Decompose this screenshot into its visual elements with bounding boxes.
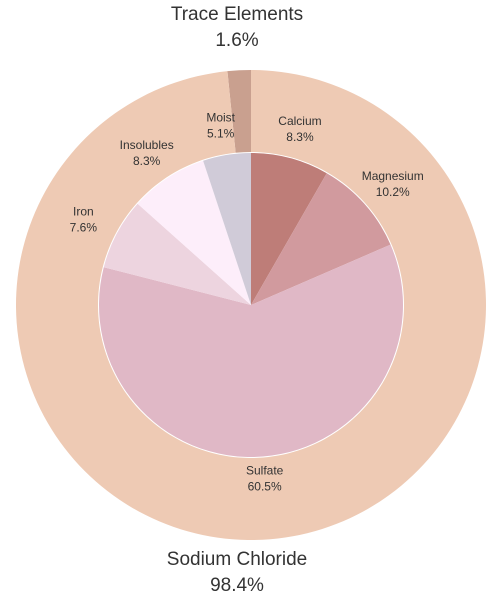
inner-slice-sulfate	[99, 244, 404, 457]
inner-label-name-moist: Moist	[206, 110, 235, 124]
inner-slice-magnesium	[251, 173, 391, 305]
outer-label-value-sodium-chloride: 98.4%	[210, 575, 264, 596]
inner-slice-insolubles	[137, 160, 251, 305]
inner-slice-iron	[103, 203, 251, 305]
inner-label-value-sulfate: 60.5%	[248, 479, 282, 493]
outer-ring	[15, 70, 486, 540]
outer-slice-trace-elements	[227, 70, 251, 153]
inner-label-value-magnesium: 10.2%	[376, 185, 410, 199]
slice-labels: Trace Elements 1.6% Sodium Chloride 98.4% Ca…	[70, 4, 424, 596]
inner-label-name-iron: Iron	[73, 204, 94, 218]
inner-label-value-moist: 5.1%	[207, 126, 235, 140]
inner-label-name-magnesium: Magnesium	[362, 169, 424, 183]
inner-label-name-sulfate: Sulfate	[246, 463, 284, 477]
inner-label-value-calcium: 8.3%	[286, 130, 314, 144]
inner-label-name-insolubles: Insolubles	[120, 138, 174, 152]
inner-label-name-calcium: Calcium	[278, 114, 321, 128]
inner-pie	[99, 153, 404, 457]
outer-slice-sodium-chloride	[15, 70, 486, 540]
outer-label-value-trace-elements: 1.6%	[215, 30, 258, 51]
outer-label-name-sodium-chloride: Sodium Chloride	[167, 549, 307, 570]
inner-slice-calcium	[251, 153, 327, 305]
outer-label-name-trace-elements: Trace Elements	[171, 4, 303, 25]
inner-slice-moist	[203, 153, 251, 305]
inner-label-value-iron: 7.6%	[70, 220, 98, 234]
inner-label-value-insolubles: 8.3%	[133, 154, 161, 168]
